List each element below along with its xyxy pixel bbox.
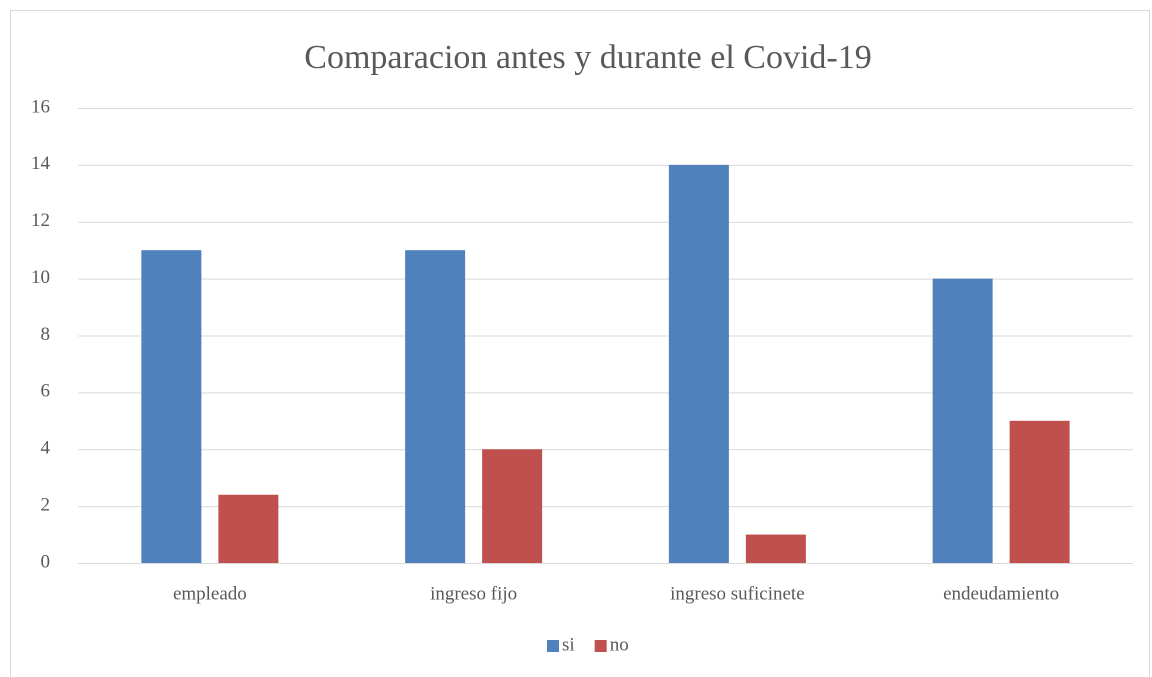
bar: [668, 164, 729, 563]
y-tick-label: 12: [31, 210, 50, 231]
y-tick-label: 2: [41, 494, 51, 515]
y-tick-label: 10: [31, 267, 50, 288]
bar: [1009, 420, 1070, 563]
y-tick-label: 6: [41, 381, 51, 402]
y-tick-label: 14: [31, 153, 51, 174]
y-tick-label: 4: [41, 438, 51, 459]
x-tick-label: ingreso suficinete: [670, 583, 805, 604]
x-tick-label: endeudamiento: [943, 583, 1059, 604]
legend-swatch: [547, 640, 559, 652]
y-tick-label: 8: [41, 324, 51, 345]
y-tick-label: 0: [41, 551, 51, 572]
bar: [932, 278, 993, 563]
legend-label: si: [562, 634, 575, 655]
bar: [405, 250, 466, 563]
chart-title: Comparacion antes y durante el Covid-19: [304, 39, 871, 76]
legend-swatch: [594, 640, 607, 652]
bar: [218, 494, 279, 563]
x-tick-label: ingreso fijo: [430, 583, 517, 604]
bar: [745, 534, 806, 563]
y-tick-label: 16: [31, 96, 50, 117]
bar: [141, 250, 202, 563]
bar: [482, 449, 543, 563]
x-tick-label: empleado: [173, 583, 247, 604]
legend-label: no: [610, 634, 629, 655]
